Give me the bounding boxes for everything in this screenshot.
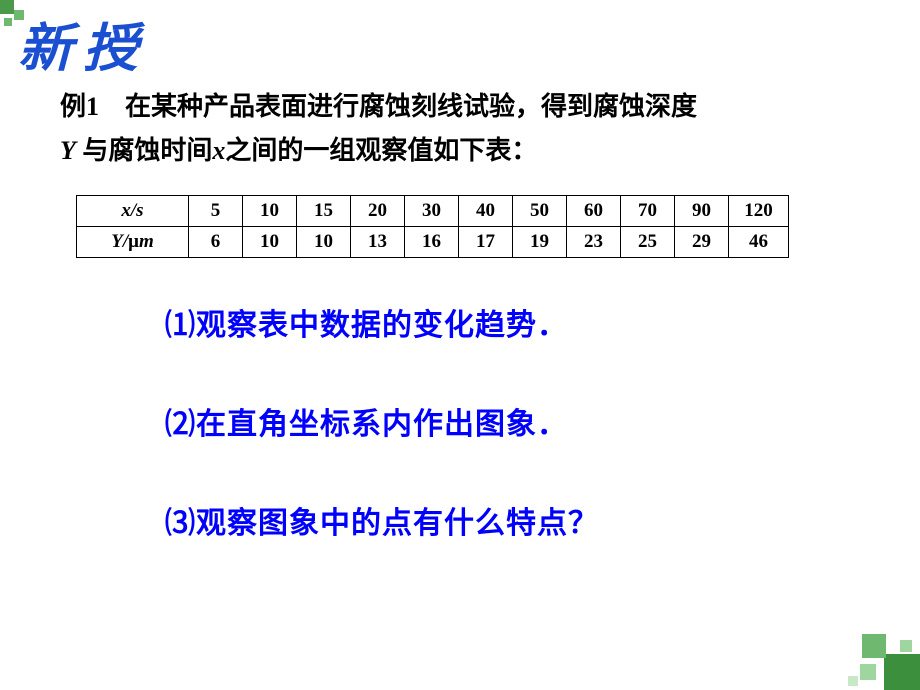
example-body-a — [106, 92, 126, 121]
deco-square — [862, 634, 886, 658]
table-cell: 90 — [675, 196, 729, 227]
table-cell: 16 — [405, 227, 459, 258]
deco-square — [0, 0, 14, 14]
question-text: 观察表中数据的变化趋势． — [196, 309, 568, 342]
example-text: 例1 在某种产品表面进行腐蚀刻线试验，得到腐蚀深度 Y 与腐蚀时间x之间的一组观… — [60, 85, 840, 173]
deco-square — [848, 676, 858, 686]
table-cell: 60 — [567, 196, 621, 227]
question-number: ⑴ — [165, 309, 196, 342]
section-heading: 新授 — [18, 6, 148, 81]
example-label: 例1 — [60, 92, 99, 121]
hdr-y-mu: μ — [128, 231, 139, 252]
question-text: 在直角坐标系内作出图象． — [196, 408, 568, 441]
example-body-b: 与腐蚀时间 — [76, 136, 213, 165]
table-cell: 40 — [459, 196, 513, 227]
question-number: ⑶ — [165, 507, 196, 540]
table-cell: 10 — [243, 196, 297, 227]
deco-square — [884, 654, 920, 690]
var-x: x — [212, 136, 225, 165]
table-row: Y/μm 6 10 10 13 16 17 19 23 25 29 46 — [77, 227, 789, 258]
table-cell: 70 — [621, 196, 675, 227]
deco-square — [900, 640, 912, 652]
question-item: ⑵在直角坐标系内作出图象． — [165, 399, 599, 443]
corner-decoration-bottom — [820, 630, 920, 690]
data-table: x/s 5 10 15 20 30 40 50 60 70 90 120 Y/μ… — [76, 195, 789, 258]
question-number: ⑵ — [165, 408, 196, 441]
table-cell: 20 — [351, 196, 405, 227]
table-cell: 23 — [567, 227, 621, 258]
table-cell: 25 — [621, 227, 675, 258]
deco-square — [4, 18, 12, 26]
question-item: ⑶观察图象中的点有什么特点？ — [165, 498, 599, 542]
hdr-y-c: m — [139, 231, 154, 252]
table-cell: 120 — [729, 196, 789, 227]
question-text: 观察图象中的点有什么特点？ — [196, 507, 599, 540]
table-cell: 19 — [513, 227, 567, 258]
table-cell: 6 — [189, 227, 243, 258]
table-cell: 30 — [405, 196, 459, 227]
table-cell: 46 — [729, 227, 789, 258]
row-header-x: x/s — [77, 196, 189, 227]
example-body-a2: 在某种产品表面进行腐蚀刻线试验，得到腐蚀深度 — [125, 92, 697, 121]
question-item: ⑴观察表中数据的变化趋势． — [165, 300, 599, 344]
table-cell: 5 — [189, 196, 243, 227]
table-cell: 29 — [675, 227, 729, 258]
example-body-c: 之间的一组观察值如下表： — [225, 136, 537, 165]
var-y: Y — [60, 136, 76, 165]
table-row: x/s 5 10 15 20 30 40 50 60 70 90 120 — [77, 196, 789, 227]
table-cell: 50 — [513, 196, 567, 227]
table-cell: 17 — [459, 227, 513, 258]
question-list: ⑴观察表中数据的变化趋势． ⑵在直角坐标系内作出图象． ⑶观察图象中的点有什么特… — [165, 300, 599, 597]
table-cell: 10 — [243, 227, 297, 258]
table-cell: 13 — [351, 227, 405, 258]
deco-square — [860, 664, 876, 680]
table-cell: 15 — [297, 196, 351, 227]
hdr-y-a: Y/ — [111, 231, 128, 252]
row-header-y: Y/μm — [77, 227, 189, 258]
table-cell: 10 — [297, 227, 351, 258]
